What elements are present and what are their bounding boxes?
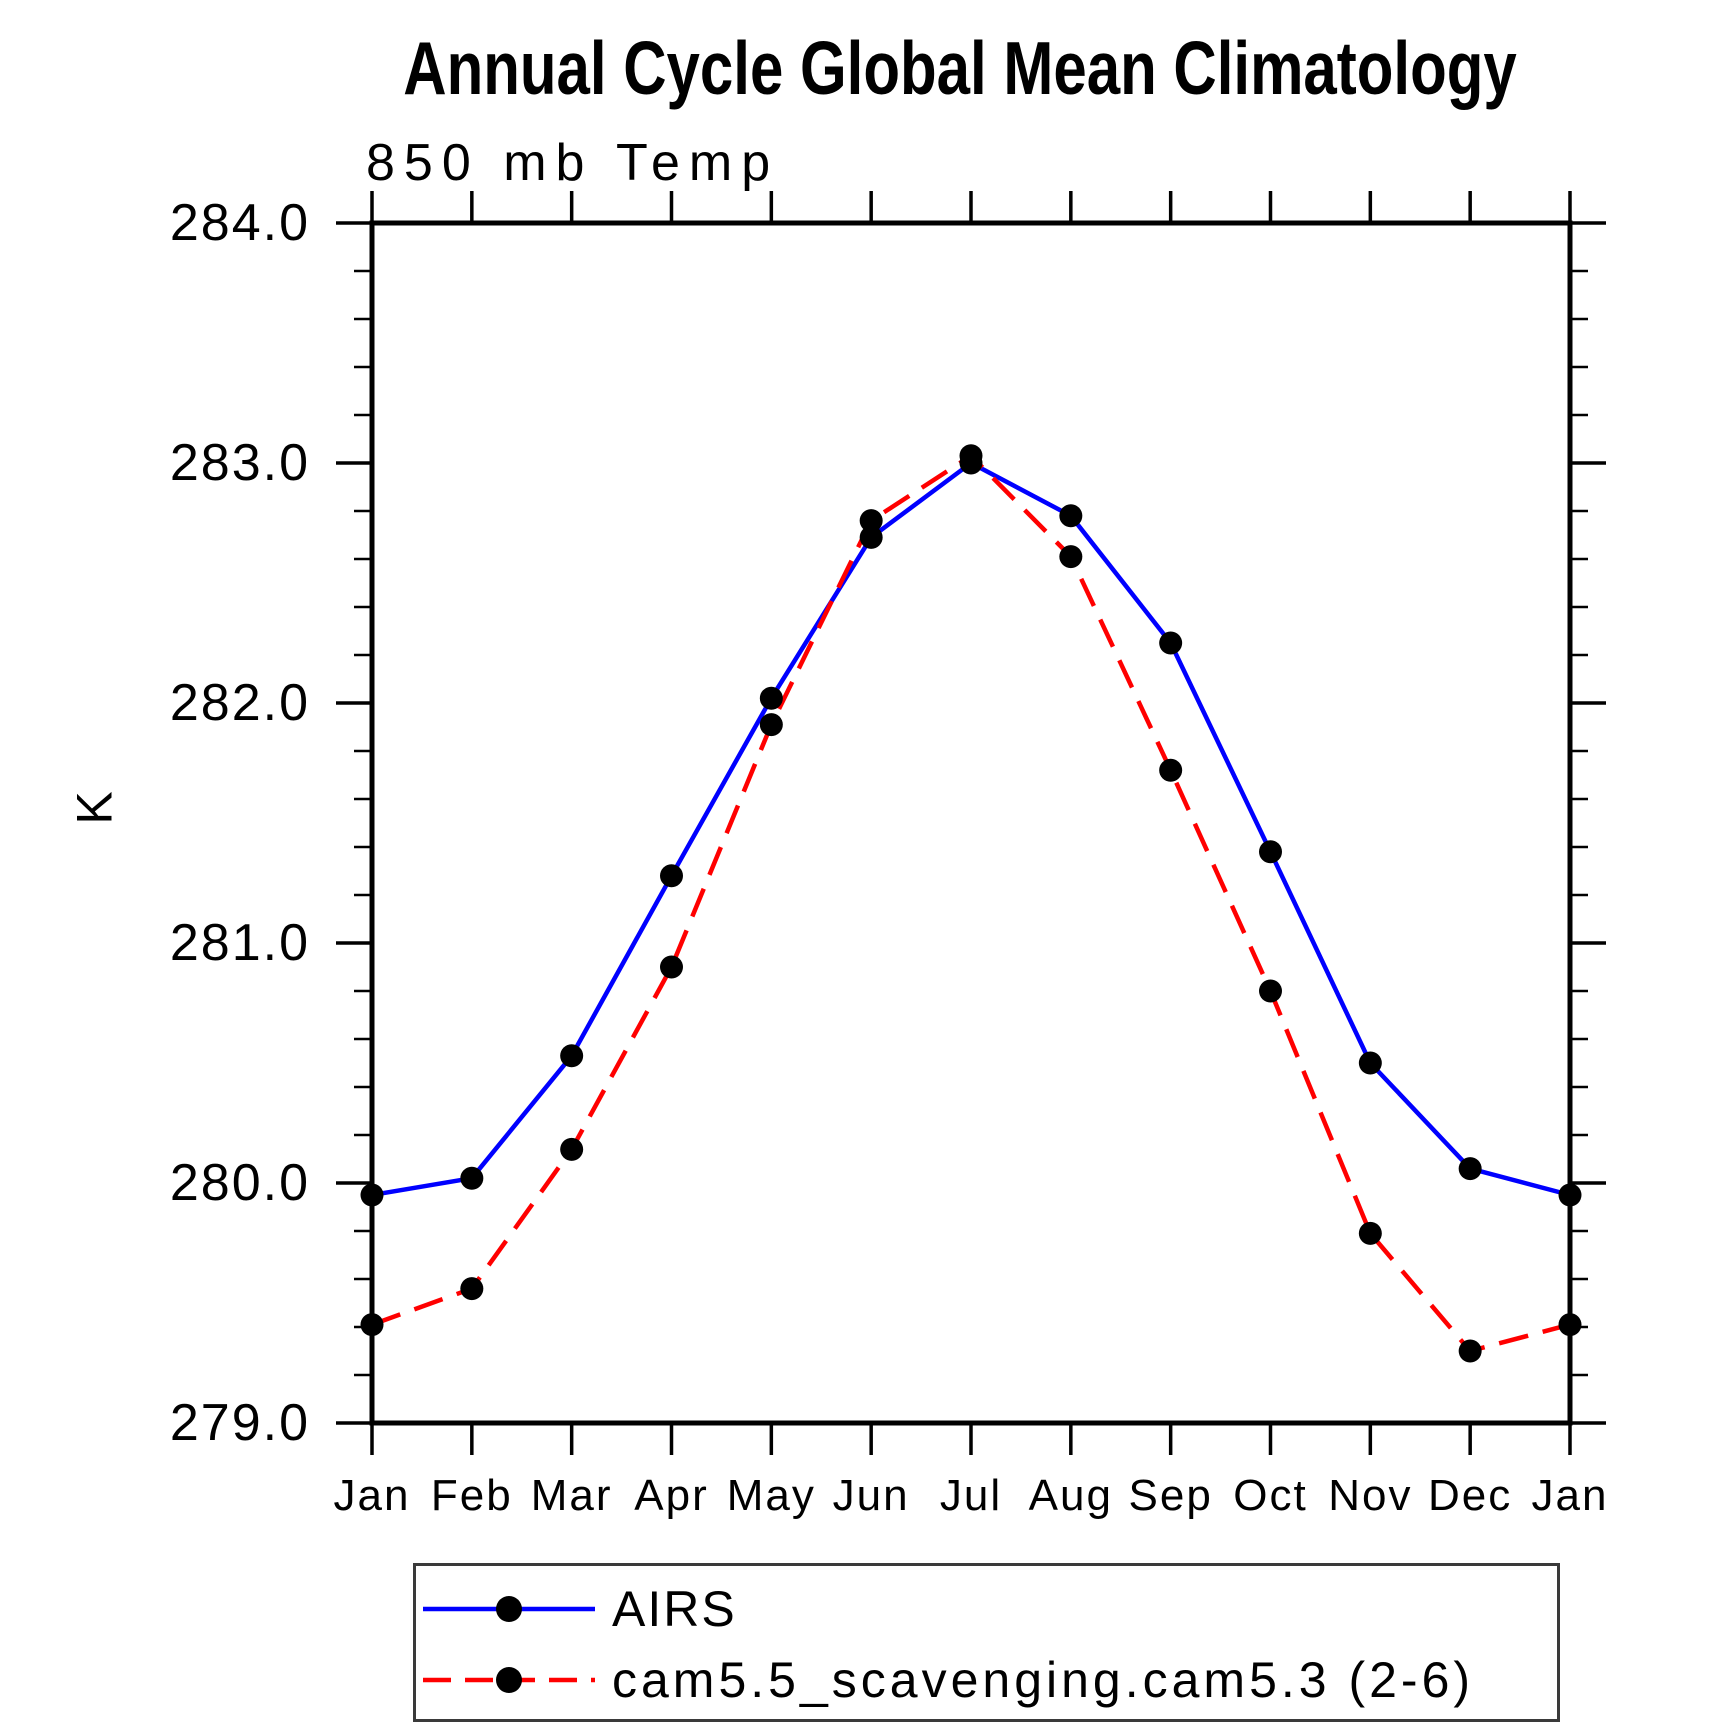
y-tick-label: 283.0 xyxy=(169,434,310,492)
x-tick-label: May xyxy=(726,1471,816,1520)
x-tick-label: Jan xyxy=(1531,1471,1609,1520)
x-tick-label: Jul xyxy=(939,1471,1003,1520)
x-tick-label: Oct xyxy=(1233,1471,1308,1520)
legend-label: cam5.5_scavenging.cam5.3 (2-6) xyxy=(612,1652,1475,1708)
x-tick-label: Aug xyxy=(1028,1471,1113,1520)
legend-marker-dot-icon xyxy=(496,1667,522,1693)
chart-title: Annual Cycle Global Mean Climatology xyxy=(403,26,1517,110)
x-tick-label: Sep xyxy=(1128,1471,1213,1520)
x-tick-label: Jun xyxy=(832,1471,910,1520)
x-tick-label: Apr xyxy=(634,1471,709,1520)
x-tick-label: Dec xyxy=(1428,1471,1513,1520)
x-tick-label: Feb xyxy=(430,1471,513,1520)
y-tick-label: 279.0 xyxy=(169,1394,310,1452)
legend-line-sample xyxy=(423,1667,595,1693)
y-tick-label: 284.0 xyxy=(169,194,310,252)
legend-box: AIRS cam5.5_scavenging.cam5.3 (2-6) xyxy=(413,1563,1560,1722)
legend-marker-dot-icon xyxy=(496,1596,522,1622)
x-tick-label: Nov xyxy=(1328,1471,1413,1520)
y-tick-label: 280.0 xyxy=(169,1154,310,1212)
chart-subtitle: 850 mb Temp xyxy=(366,134,780,192)
y-tick-label: 282.0 xyxy=(169,674,310,732)
y-axis-label: K xyxy=(66,791,123,825)
x-tick-label: Mar xyxy=(530,1471,613,1520)
legend-label: AIRS xyxy=(612,1581,737,1637)
legend-row-airs: AIRS xyxy=(423,1579,737,1639)
legend-line-sample xyxy=(423,1596,595,1622)
y-tick-label: 281.0 xyxy=(169,914,310,972)
legend-row-cam: cam5.5_scavenging.cam5.3 (2-6) xyxy=(423,1650,1474,1710)
x-tick-label: Jan xyxy=(333,1471,411,1520)
